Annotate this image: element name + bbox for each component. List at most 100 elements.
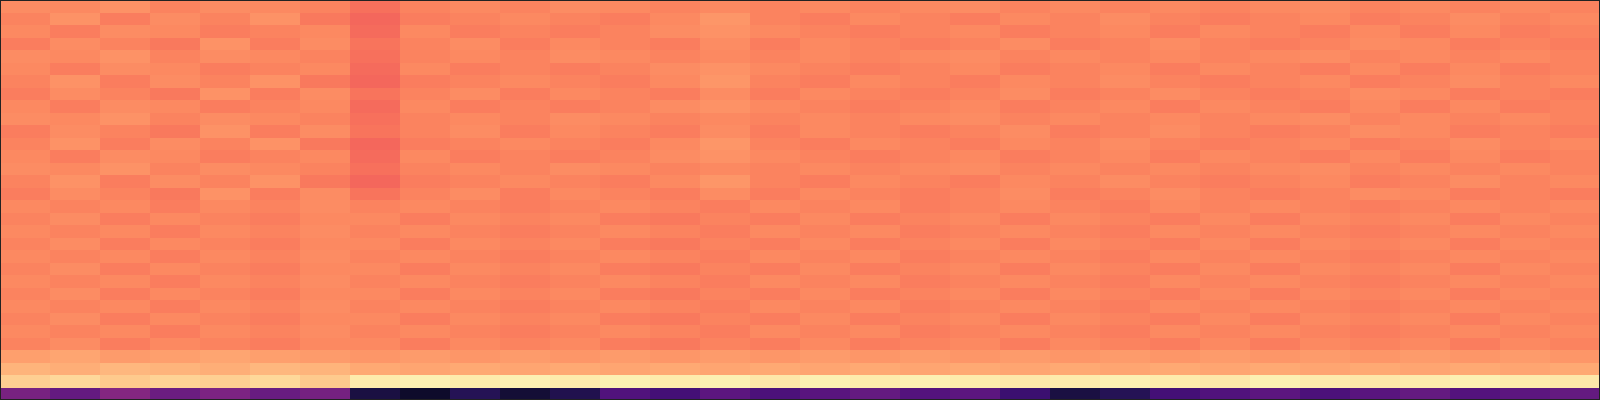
heatmap-cell <box>150 263 201 276</box>
heatmap-cell <box>50 300 101 313</box>
heatmap-cell <box>750 175 801 188</box>
heatmap-cell <box>200 263 251 276</box>
heatmap-cell <box>400 0 451 13</box>
heatmap-cell <box>750 300 801 313</box>
heatmap-cell <box>1000 375 1051 388</box>
heatmap-cell <box>1250 188 1301 201</box>
heatmap-cell <box>700 250 751 263</box>
heatmap-cell <box>1350 275 1401 288</box>
heatmap-cell <box>1450 75 1501 88</box>
heatmap-cell <box>1150 75 1201 88</box>
heatmap-cell <box>300 38 351 51</box>
heatmap-cell <box>850 25 901 38</box>
heatmap-cell <box>1050 88 1101 101</box>
heatmap-cell <box>400 63 451 76</box>
heatmap-cell <box>650 38 701 51</box>
heatmap-cell <box>650 250 701 263</box>
heatmap-cell <box>800 275 851 288</box>
heatmap-cell <box>250 113 301 126</box>
heatmap-cell <box>1150 275 1201 288</box>
heatmap-cell <box>100 225 151 238</box>
heatmap-cell <box>700 100 751 113</box>
heatmap-cell <box>150 338 201 351</box>
heatmap-cell <box>1000 88 1051 101</box>
heatmap-cell <box>1050 138 1101 151</box>
heatmap-cell <box>200 25 251 38</box>
heatmap-cell <box>550 338 601 351</box>
heatmap-cell <box>700 350 751 363</box>
heatmap-cell <box>1050 50 1101 63</box>
heatmap-cell <box>1200 75 1251 88</box>
heatmap-cell <box>1500 88 1551 101</box>
heatmap-cell <box>350 25 401 38</box>
heatmap-cell <box>400 275 451 288</box>
heatmap-cell <box>1050 0 1101 13</box>
heatmap-cell <box>350 350 401 363</box>
heatmap-cell <box>200 175 251 188</box>
heatmap-cell <box>550 238 601 251</box>
heatmap-cell <box>750 263 801 276</box>
heatmap-cell <box>0 275 51 288</box>
heatmap-cell <box>1350 250 1401 263</box>
heatmap-cell <box>1300 263 1351 276</box>
heatmap-cell <box>850 75 901 88</box>
heatmap-cell <box>750 100 801 113</box>
heatmap-cell <box>350 313 401 326</box>
heatmap-cell <box>650 150 701 163</box>
heatmap-cell <box>1000 75 1051 88</box>
heatmap-cell <box>800 138 851 151</box>
heatmap-cell <box>1000 50 1051 63</box>
heatmap-cell <box>1050 300 1101 313</box>
heatmap-cell <box>850 275 901 288</box>
heatmap-cell <box>450 338 501 351</box>
heatmap-cell <box>1050 375 1101 388</box>
heatmap-cell <box>800 225 851 238</box>
heatmap-cell <box>950 75 1001 88</box>
heatmap-cell <box>1100 113 1151 126</box>
heatmap-cell <box>1300 175 1351 188</box>
heatmap-cell <box>1150 150 1201 163</box>
heatmap-cell <box>500 125 551 138</box>
heatmap-cell <box>300 288 351 301</box>
heatmap-cell <box>1050 63 1101 76</box>
heatmap-cell <box>1250 200 1301 213</box>
heatmap-cell <box>1400 275 1451 288</box>
heatmap-cell <box>1550 125 1600 138</box>
heatmap-cell <box>800 288 851 301</box>
heatmap-cell <box>1300 125 1351 138</box>
heatmap-cell <box>1500 300 1551 313</box>
heatmap-cell <box>950 100 1001 113</box>
heatmap-cell <box>800 0 851 13</box>
heatmap-cell <box>1150 175 1201 188</box>
heatmap-cell <box>200 363 251 376</box>
heatmap-cell <box>800 113 851 126</box>
heatmap-cell <box>350 0 401 13</box>
heatmap-cell <box>950 88 1001 101</box>
heatmap-cell <box>700 138 751 151</box>
heatmap-cell <box>150 188 201 201</box>
heatmap-cell <box>900 100 951 113</box>
heatmap-cell <box>1450 50 1501 63</box>
heatmap-cell <box>1250 75 1301 88</box>
heatmap-cell <box>1550 250 1600 263</box>
heatmap-cell <box>1350 338 1401 351</box>
heatmap-cell <box>400 338 451 351</box>
heatmap-cell <box>0 263 51 276</box>
heatmap-cell <box>1400 188 1451 201</box>
heatmap-cell <box>750 225 801 238</box>
heatmap-cell <box>1150 225 1201 238</box>
heatmap-cell <box>1050 125 1101 138</box>
heatmap-cell <box>750 363 801 376</box>
heatmap-cell <box>100 200 151 213</box>
heatmap-cell <box>900 288 951 301</box>
heatmap-cell <box>1000 313 1051 326</box>
heatmap-cell <box>650 63 701 76</box>
heatmap-cell <box>500 388 551 400</box>
heatmap-cell <box>800 13 851 26</box>
heatmap-cell <box>1400 200 1451 213</box>
heatmap-cell <box>0 200 51 213</box>
heatmap-cell <box>1300 300 1351 313</box>
heatmap-cell <box>1050 238 1101 251</box>
heatmap-cell <box>100 25 151 38</box>
heatmap-cell <box>150 100 201 113</box>
